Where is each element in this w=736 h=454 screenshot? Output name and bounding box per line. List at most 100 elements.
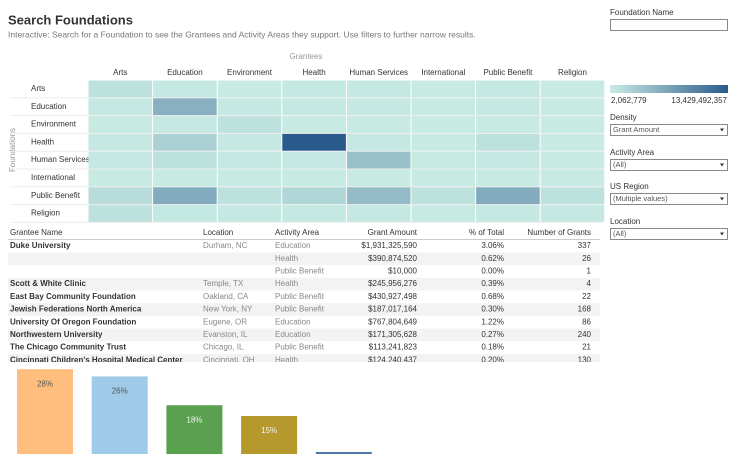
filter-value[interactable]: (Multiple values) [613,194,668,203]
table-cell: $124,240,437 [368,355,417,364]
filter-control[interactable]: Grant Amount [610,124,728,136]
filter-value[interactable]: (All) [613,160,627,169]
table-cell: 1.22% [481,317,504,326]
subtitle: Interactive: Search for a Foundation to … [8,29,476,39]
table-cell: $10,000 [388,267,417,276]
column-header: Education [167,68,203,77]
filter-box[interactable] [610,228,728,240]
y-axis-title: Foundations [8,128,17,172]
row-band [8,277,600,291]
heatmap-cell [476,205,540,222]
filter-control[interactable]: (Multiple values) [610,193,728,205]
table-cell: Education [275,330,311,339]
column-header: Health [303,68,326,77]
table-header: Number of Grants [527,228,591,237]
table-cell: 240 [578,330,592,339]
dropdown-arrow[interactable] [720,128,724,132]
heatmap-cell [88,187,153,205]
column-header: Religion [558,68,587,77]
filter-control[interactable]: (All) [610,159,728,171]
table-cell: $1,931,325,590 [361,241,417,250]
color-legend [610,85,728,93]
row-band [8,328,600,342]
dropdown-arrow[interactable] [720,163,724,167]
heatmap-cell [153,205,217,222]
filter-box[interactable] [610,159,728,171]
heatmap-cell [346,169,411,187]
filter-value[interactable]: Grant Amount [613,125,660,134]
heatmap-cell [282,133,346,151]
heatmap-cell [540,169,605,187]
heatmap-cell [217,169,282,187]
table-cell: $245,956,276 [368,279,417,288]
row-header: Environment [31,120,77,129]
heatmap-cell [88,205,153,222]
table: Grantee Name Location Activity Area Grant A… [8,228,600,364]
table-cell: Jewish Federations North America [10,305,142,314]
table-cell: 337 [578,241,592,250]
bar [315,452,372,454]
table-cell: East Bay Community Foundation [10,292,136,301]
heatmap-cell [411,116,476,133]
table-cell: Evanston, IL [203,330,248,339]
bar [166,405,223,454]
heatmap-cell [88,80,153,98]
column-header: Public Benefit [483,68,533,77]
table-cell: Education [275,317,311,326]
heatmap-cell [476,151,540,169]
heatmap-cell [282,151,346,169]
row-header: Arts [31,84,45,93]
filter-control[interactable]: (All) [610,228,728,240]
legend-min: 2,062,779 [611,96,647,105]
filter-label: US Region [610,182,649,191]
row-band [8,252,600,266]
table-cell: $171,305,628 [368,330,417,339]
bar-label: 18% [186,415,202,424]
table-cell: Cincinnati Children's Hospital Medical C… [10,355,183,364]
row-header: Human Services [31,155,90,164]
column-header: Human Services [349,68,408,77]
table-cell: 0.00% [481,267,504,276]
table-cell: 3.06% [481,241,504,250]
heatmap-cell [88,133,153,151]
table-cell: $187,017,164 [368,305,417,314]
table-cell: Public Benefit [275,292,325,301]
bar [17,369,73,454]
heatmap-cell [153,80,217,98]
heatmap-cell [476,187,540,205]
dropdown-arrow[interactable] [720,232,724,236]
filter-box[interactable] [610,124,728,136]
heatmap-cell [282,98,346,116]
table-cell: 130 [578,355,592,364]
filter-box[interactable] [610,19,728,31]
heatmap-cell [217,205,282,222]
bar-label: 15% [261,426,277,435]
heatmap-cell [153,187,217,205]
table-cell: 1 [587,267,592,276]
filter-control[interactable] [610,19,728,31]
row-header: International [31,173,75,182]
heatmap-cell [476,169,540,187]
row-header: Education [31,102,67,111]
filter-value[interactable]: (All) [613,229,627,238]
heatmap-cell [88,169,153,187]
heatmap-cell [153,98,217,116]
table-cell: $430,927,498 [368,292,417,301]
table-cell: New York, NY [203,305,253,314]
heatmap-cell [540,98,605,116]
row-header: Religion [31,209,60,218]
heatmap-cell [282,205,346,222]
heatmap-cell [411,151,476,169]
table-cell: The Chicago Community Trust [10,343,126,352]
filter-box[interactable] [610,193,728,205]
bar-chart: 28%26%18%15%5%4%3%2% [17,369,372,454]
heatmap-cell [476,116,540,133]
dropdown-arrow[interactable] [720,197,724,201]
table-cell: $113,241,823 [369,343,418,352]
table-cell: 0.68% [481,292,504,301]
heatmap-cell [153,151,217,169]
heatmap-cell [217,133,282,151]
heatmap-cell [476,98,540,116]
heatmap-cell [217,80,282,98]
